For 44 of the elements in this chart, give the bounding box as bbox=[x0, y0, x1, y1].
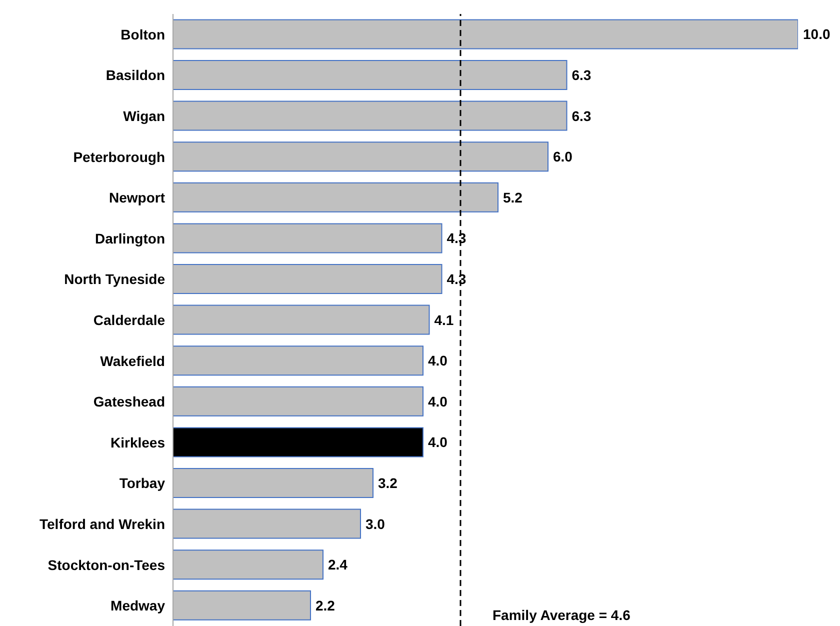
data-label: 6.0 bbox=[553, 148, 573, 165]
y-tick-label: North Tyneside bbox=[64, 271, 166, 288]
y-tick-label: Medway bbox=[110, 598, 166, 614]
bar bbox=[173, 304, 430, 335]
data-label: 2.2 bbox=[316, 597, 336, 614]
y-tick-label: Kirklees bbox=[110, 434, 166, 450]
y-tick-label: Stockton-on-Tees bbox=[48, 556, 166, 573]
bar bbox=[173, 100, 568, 131]
bar bbox=[173, 264, 442, 294]
y-tick-label: Bolton bbox=[120, 26, 165, 42]
y-tick-label: Calderdale bbox=[93, 312, 166, 328]
y-tick-label: Wakefield bbox=[100, 352, 165, 369]
data-label: 4.0 bbox=[428, 434, 448, 450]
data-label: 3.0 bbox=[366, 516, 386, 532]
bar bbox=[173, 386, 424, 416]
y-tick-label: Torbay bbox=[119, 475, 166, 492]
bar bbox=[173, 427, 424, 458]
data-label: 6.3 bbox=[572, 66, 592, 83]
y-tick-label: Gateshead bbox=[93, 394, 165, 410]
bar bbox=[173, 60, 568, 90]
y-tick-label: Telford and Wrekin bbox=[40, 516, 165, 532]
data-label: 6.3 bbox=[572, 108, 592, 124]
ref-line-label: Family Average = 4.6 bbox=[492, 607, 631, 623]
bar bbox=[173, 508, 361, 539]
y-tick-label: Newport bbox=[109, 190, 166, 206]
y-tick-label: Wigan bbox=[123, 108, 165, 124]
bar bbox=[173, 142, 548, 172]
data-label: 4.0 bbox=[428, 352, 448, 369]
data-label: 2.4 bbox=[328, 556, 348, 573]
bar bbox=[173, 19, 798, 50]
data-label: 4.0 bbox=[428, 393, 448, 410]
y-tick-label: Darlington bbox=[95, 230, 165, 246]
data-label: 10.0 bbox=[803, 26, 830, 42]
y-tick-label: Peterborough bbox=[73, 148, 165, 165]
data-label: 3.2 bbox=[378, 474, 398, 491]
data-label: 5.2 bbox=[503, 189, 523, 206]
bar bbox=[173, 346, 424, 376]
data-label: 4.1 bbox=[434, 312, 454, 328]
bar bbox=[173, 182, 498, 212]
bar bbox=[173, 223, 442, 254]
bar bbox=[173, 550, 324, 580]
bar bbox=[173, 468, 374, 498]
y-tick-label: Basildon bbox=[106, 67, 165, 84]
bar bbox=[173, 590, 311, 620]
